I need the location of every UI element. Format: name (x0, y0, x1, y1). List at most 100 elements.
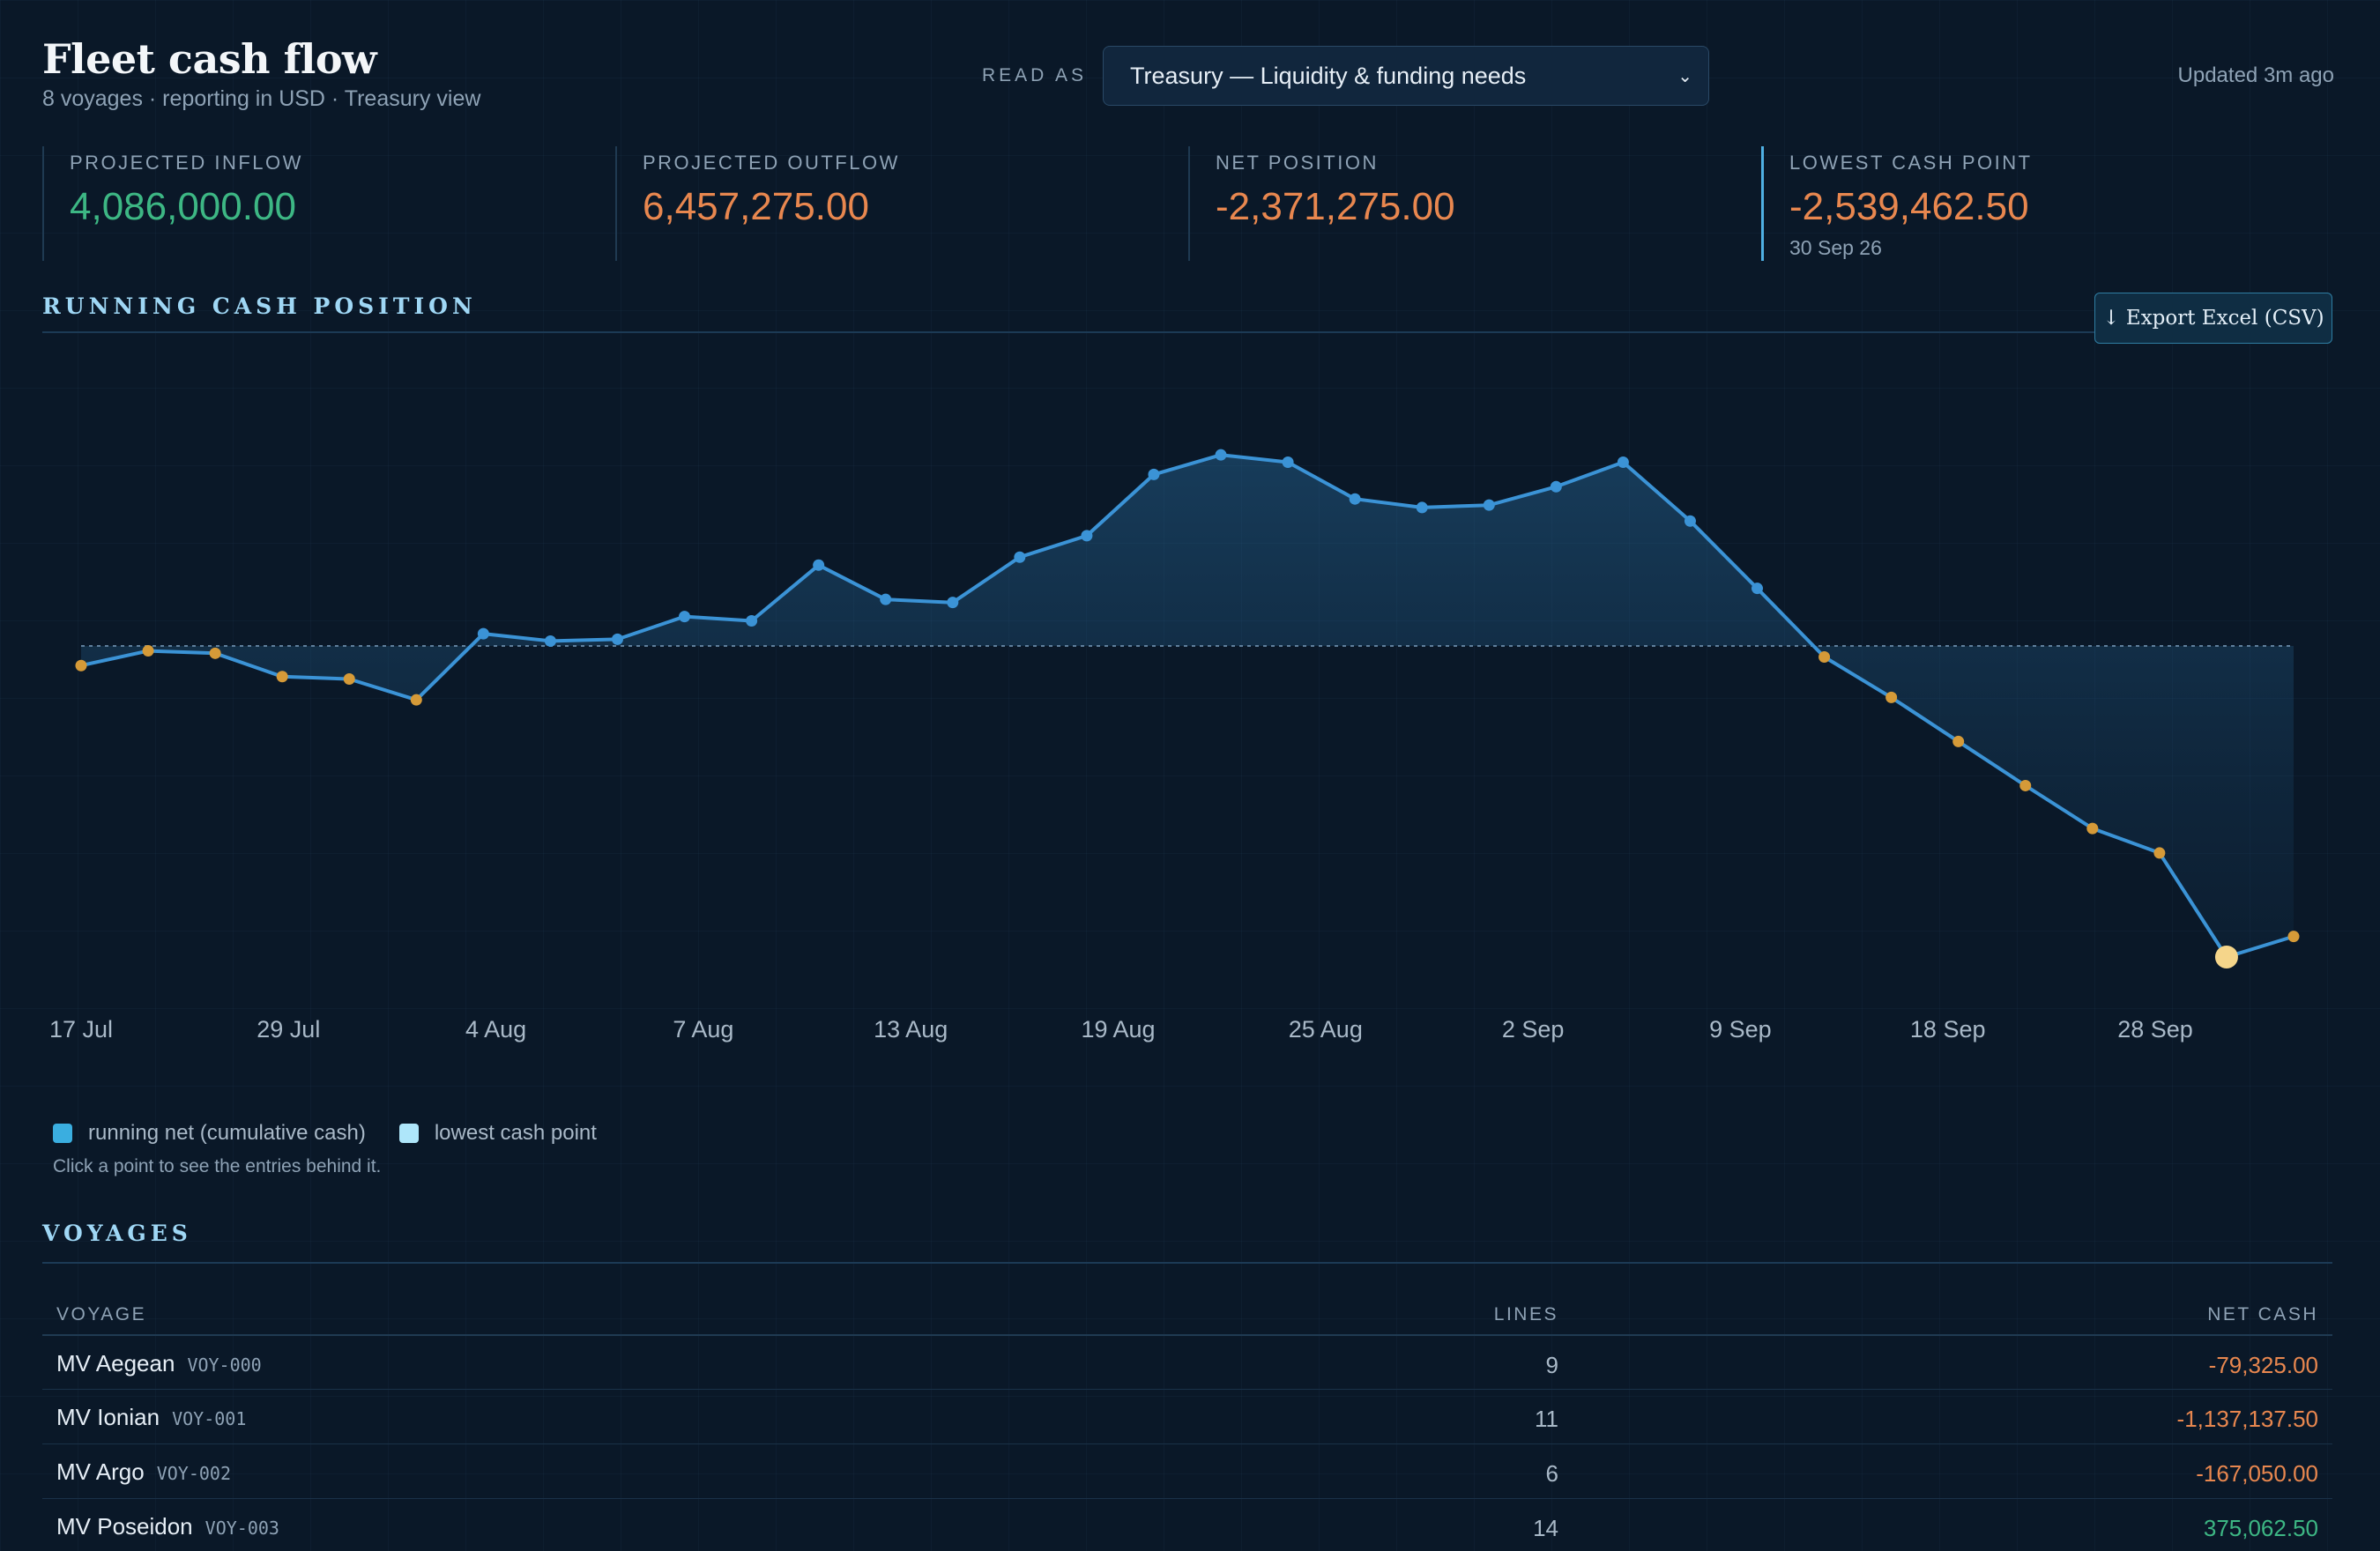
table-row[interactable]: MV Ionian VOY-001 11 -1,137,137.50 (42, 1389, 2332, 1443)
x-tick-label: 2 Sep (1502, 1016, 1565, 1043)
data-point[interactable] (1684, 515, 1696, 527)
voyages-section-divider (42, 1262, 2332, 1264)
column-header-lines[interactable]: LINES (1493, 1304, 1558, 1325)
voyages-table: MV Aegean VOY-000 9 -79,325.00 MV Ionian V… (42, 1334, 2332, 1551)
page-title: Fleet cash flow (42, 35, 377, 83)
chevron-down-icon: ⌄ (1677, 66, 1693, 86)
legend-item-lowest-point: lowest cash point (398, 1121, 597, 1146)
data-point[interactable] (2019, 779, 2032, 791)
kpi-date: 30 Sep 26 (1789, 236, 1882, 259)
table-row[interactable]: MV Poseidon VOY-003 14 375,062.50 (42, 1498, 2332, 1551)
kpi-net-position: NET POSITION -2,371,275.00 (1188, 146, 1761, 261)
data-point[interactable] (1752, 583, 1764, 595)
kpi-label: LOWEST CASH POINT (1789, 152, 2033, 174)
voyage-name: MV Argo (56, 1458, 145, 1485)
table-row[interactable]: MV Aegean VOY-000 9 -79,325.00 (42, 1334, 2332, 1389)
voyage-net-cash: -1,137,137.50 (2176, 1406, 2318, 1432)
data-point[interactable] (1416, 501, 1428, 514)
data-point[interactable] (276, 671, 288, 683)
data-point[interactable] (2153, 847, 2166, 859)
kpi-value: -2,539,462.50 (1789, 185, 2029, 228)
data-point[interactable] (142, 645, 154, 657)
page-header: Fleet cash flow 8 voyages · reporting in… (42, 35, 2334, 115)
kpi-projected-inflow: PROJECTED INFLOW 4,086,000.00 (42, 146, 615, 261)
running-net-line (80, 453, 2294, 959)
voyages-section-title: VOYAGES (42, 1221, 192, 1246)
column-header-net-cash[interactable]: NET CASH (2207, 1304, 2318, 1325)
running-cash-chart: 17 Jul 29 Jul 4 Aug 7 Aug 13 Aug 19 Aug 25 Aug… (49, 449, 2300, 1043)
data-point[interactable] (343, 673, 355, 686)
data-point[interactable] (209, 647, 221, 659)
data-point[interactable] (1483, 499, 1495, 511)
lowest-cash-point-marker[interactable] (2214, 945, 2238, 968)
data-point[interactable] (679, 611, 691, 623)
kpi-label: PROJECTED OUTFLOW (643, 152, 900, 174)
data-point[interactable] (1014, 551, 1026, 563)
voyages-table-header: VOYAGE LINES NET CASH (42, 1299, 2332, 1334)
chart-hint: Click a point to see the entries behind … (53, 1156, 382, 1176)
kpi-value: 6,457,275.00 (643, 185, 869, 228)
data-point[interactable] (1215, 449, 1227, 461)
data-point[interactable] (1550, 480, 1562, 493)
data-point[interactable] (746, 615, 758, 627)
x-tick-label: 9 Sep (1709, 1016, 1772, 1043)
voyage-net-cash: -79,325.00 (2208, 1352, 2318, 1378)
data-point[interactable] (477, 627, 489, 640)
voyage-name: MV Ionian (56, 1404, 160, 1430)
voyage-lines: 6 (1545, 1460, 1558, 1487)
x-tick-label: 19 Aug (1081, 1016, 1155, 1043)
page-subtitle: 8 voyages · reporting in USD · Treasury … (42, 86, 481, 111)
voyage-name-cell: MV Argo VOY-002 (56, 1458, 231, 1486)
x-tick-label: 4 Aug (465, 1016, 526, 1043)
chart-section-divider (42, 331, 2332, 333)
data-point[interactable] (813, 559, 825, 571)
x-tick-label: 7 Aug (673, 1016, 733, 1043)
data-point[interactable] (611, 633, 623, 645)
data-point[interactable] (1081, 530, 1093, 542)
read-as-select[interactable]: Treasury — Liquidity & funding needs ⌄ (1103, 46, 1710, 106)
voyage-lines: 14 (1533, 1515, 1558, 1541)
export-csv-button[interactable]: ↓ Export Excel (CSV) (2094, 293, 2332, 344)
legend-swatch (53, 1124, 72, 1143)
data-point[interactable] (410, 694, 422, 706)
legend-item-running-net: running net (cumulative cash) (53, 1121, 366, 1146)
data-point[interactable] (1885, 691, 1898, 703)
chart-legend: running net (cumulative cash) lowest cas… (53, 1121, 630, 1146)
voyage-lines: 11 (1535, 1406, 1558, 1432)
data-point[interactable] (880, 593, 892, 605)
voyage-net-cash: -167,050.00 (2196, 1460, 2318, 1487)
kpi-projected-outflow: PROJECTED OUTFLOW 6,457,275.00 (615, 146, 1188, 261)
voyage-code: VOY-003 (205, 1518, 279, 1539)
read-as-control: READ AS Treasury — Liquidity & funding n… (982, 46, 1710, 106)
column-header-voyage[interactable]: VOYAGE (56, 1304, 147, 1325)
data-point[interactable] (2086, 822, 2099, 835)
kpi-label: NET POSITION (1216, 152, 1379, 174)
data-point[interactable] (1952, 735, 1965, 747)
data-point[interactable] (1282, 456, 1294, 468)
data-point[interactable] (947, 597, 959, 609)
kpi-label: PROJECTED INFLOW (70, 152, 303, 174)
kpi-strip: PROJECTED INFLOW 4,086,000.00 PROJECTED … (42, 146, 2334, 261)
x-tick-label: 29 Jul (257, 1016, 320, 1043)
legend-label: lowest cash point (434, 1121, 597, 1145)
data-point[interactable] (544, 634, 556, 647)
data-point[interactable] (1349, 493, 1361, 505)
table-row[interactable]: MV Argo VOY-002 6 -167,050.00 (42, 1443, 2332, 1498)
voyage-lines: 9 (1545, 1352, 1558, 1378)
data-point[interactable] (1148, 468, 1160, 480)
data-point[interactable] (2287, 931, 2300, 943)
read-as-label: READ AS (982, 65, 1088, 85)
chart-section-title: RUNNING CASH POSITION (42, 293, 477, 319)
data-point[interactable] (1617, 456, 1629, 468)
x-tick-label: 28 Sep (2117, 1016, 2193, 1043)
kpi-value: -2,371,275.00 (1216, 185, 1455, 228)
data-point[interactable] (75, 659, 87, 672)
kpi-value: 4,086,000.00 (70, 185, 296, 228)
x-tick-label: 17 Jul (49, 1016, 113, 1043)
data-point[interactable] (1818, 651, 1831, 664)
voyage-name-cell: MV Poseidon VOY-003 (56, 1513, 279, 1540)
x-tick-label: 18 Sep (1910, 1016, 1986, 1043)
kpi-lowest-cash-point: LOWEST CASH POINT -2,539,462.50 30 Sep 2… (1761, 146, 2334, 261)
read-as-selected-value: Treasury — Liquidity & funding needs (1130, 62, 1527, 89)
voyage-name: MV Aegean (56, 1350, 175, 1377)
